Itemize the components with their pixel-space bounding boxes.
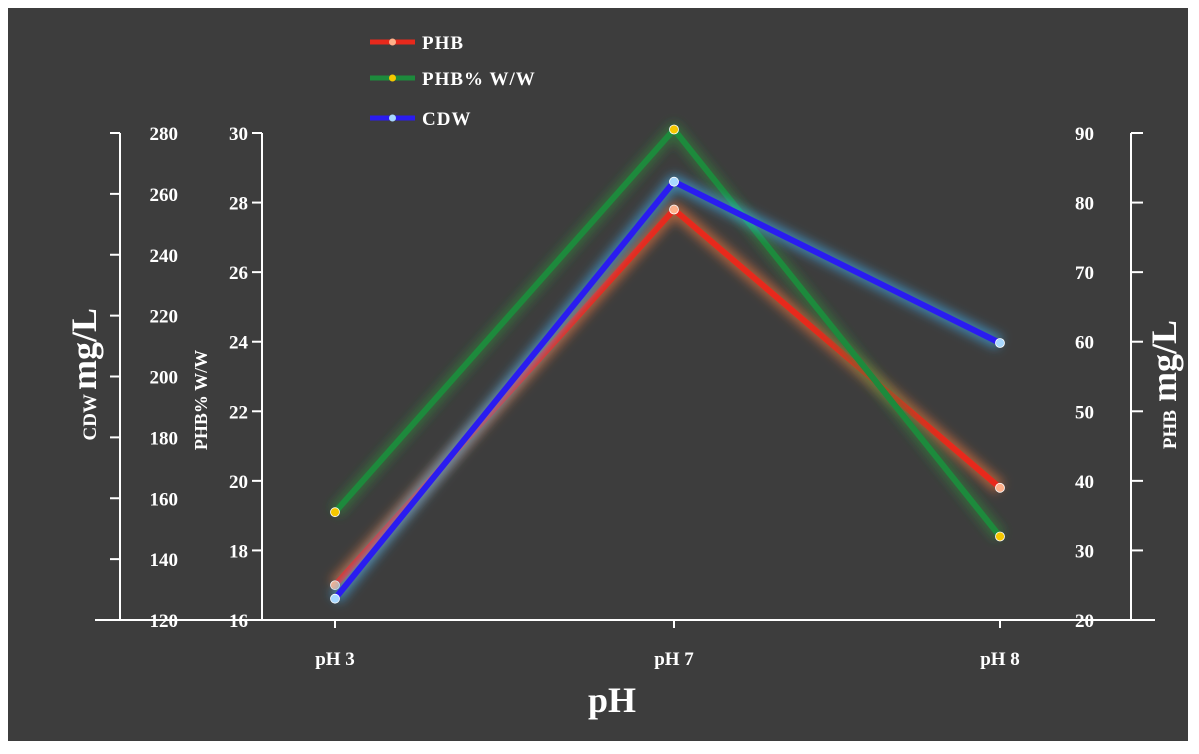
cdw-tick-label: 280 [150, 124, 179, 145]
series-point-0-1 [669, 204, 679, 215]
legend-label-2: CDW [422, 109, 471, 130]
cdw-tick-label: 240 [150, 246, 179, 267]
x-axis-title: pH [588, 680, 636, 720]
phb-pct-axis-title-text: PHB% W/W [191, 350, 211, 450]
cdw-axis-title: CDW mg/L [64, 308, 104, 440]
series-point-1-0 [330, 507, 340, 518]
phb-tick-label: 70 [1075, 263, 1094, 284]
x-tick-label: pH 3 [315, 649, 355, 670]
phb_pct-tick-label: 22 [229, 402, 248, 423]
cdw-tick-label: 200 [150, 368, 179, 389]
series-point-1-2 [995, 531, 1005, 542]
series-layer [329, 122, 1006, 604]
phb-tick-label: 40 [1075, 472, 1094, 493]
series-point-1-1 [669, 124, 679, 135]
cdw-tick-label: 160 [150, 489, 179, 510]
cdw-tick-label: 220 [150, 307, 179, 328]
phb-axis-title: PHB mg/L [1144, 320, 1184, 449]
cdw-axis-title-prefix: CDW [80, 394, 101, 440]
legend-label-0: PHB [422, 33, 464, 54]
phb-tick-label: 90 [1075, 124, 1094, 145]
legend: PHB PHB% W/W CDW [370, 33, 536, 130]
cdw-tick-label: 140 [150, 550, 179, 571]
phb-axis-title-prefix: PHB [1160, 410, 1181, 449]
phb_pct-tick-label: 18 [229, 541, 248, 562]
cdw-tick-label: 120 [150, 611, 179, 632]
phb_pct-tick-label: 26 [229, 263, 248, 284]
cdw-tick-label: 180 [150, 428, 179, 449]
phb-tick-label: 60 [1075, 333, 1094, 354]
phb-pct-axis-title: PHB% W/W [191, 350, 211, 450]
legend-marker-0 [389, 38, 396, 46]
phb-tick-label: 20 [1075, 611, 1094, 632]
x-tick-label: pH 7 [654, 649, 694, 670]
legend-marker-2 [389, 114, 396, 122]
cdw-axis-title-main: mg/L [64, 308, 104, 390]
phb-axis-title-main: mg/L [1144, 320, 1184, 402]
chart-background [8, 8, 1188, 741]
x-tick-label: pH 8 [980, 649, 1020, 670]
phb_pct-tick-label: 20 [229, 472, 248, 493]
phb_pct-tick-label: 16 [229, 611, 248, 632]
series-point-2-2 [995, 338, 1005, 348]
series-point-2-0 [330, 593, 340, 604]
phb-tick-label: 80 [1075, 194, 1094, 215]
phb_pct-tick-label: 28 [229, 194, 248, 215]
series-point-2-1 [669, 176, 679, 187]
cdw-tick-label: 260 [150, 185, 179, 206]
phb_pct-tick-label: 24 [229, 333, 249, 354]
series-point-0-2 [995, 482, 1005, 493]
legend-marker-1 [389, 74, 396, 82]
phb-tick-label: 50 [1075, 402, 1094, 423]
phb_pct-tick-label: 30 [229, 124, 248, 145]
axes-layer: 120 140 160 180 200 220 240 260 280 16 18 20 22 24 26 2… [64, 124, 1184, 720]
legend-label-1: PHB% W/W [422, 69, 536, 90]
phb-tick-label: 30 [1075, 541, 1094, 562]
